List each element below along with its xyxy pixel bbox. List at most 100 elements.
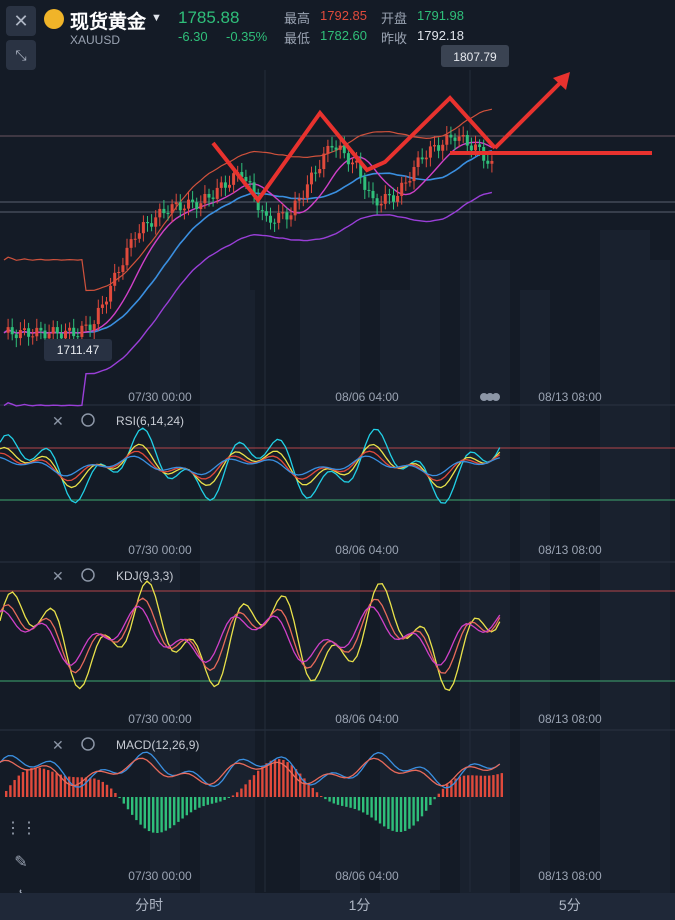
macd-bar [93,778,96,797]
kdj-j-line [0,580,501,692]
macd-bar [244,784,247,797]
prev-close-label: 昨收 [381,31,408,46]
candle-body [240,172,244,177]
candle-body [338,145,342,150]
macd-bar [425,797,428,811]
kdj-k-line [0,597,501,674]
macd-bar [17,775,20,797]
macd-bar [261,766,264,797]
tab-1min[interactable]: 1分 [348,897,371,913]
close-button[interactable]: ✕ [6,6,36,36]
candle-body [351,162,354,165]
macd-bar [156,797,159,834]
macd-bar [248,779,251,797]
candle-body [219,182,223,188]
low-label: 最低 [284,31,311,46]
candle-body [96,307,100,325]
candle-body [18,329,22,339]
macd-bar [462,775,466,797]
macd-bar [84,777,88,797]
candle-body [359,160,363,177]
candle-body [88,324,92,331]
candle-body [428,146,432,158]
candle-body [150,223,154,227]
draw-tool-button[interactable]: ✎ [6,847,36,877]
macd-bar [139,797,142,825]
scroll-dot [486,393,494,401]
time-label: 07/30 00:00 [128,712,192,726]
candle-body [437,145,441,151]
candle-body [465,134,469,146]
macd-bar [97,779,100,797]
candle-body [441,144,445,151]
candle-body [412,167,416,182]
macd-bar [215,797,218,803]
macd-bar [336,797,340,805]
high-marker-box [441,45,509,67]
candle-body [252,182,256,197]
macd-bar [290,765,293,797]
candle-body [55,327,59,334]
symbol-name[interactable]: 现货黄金 [70,12,147,33]
macd-bar [378,797,382,824]
candle-body [445,134,449,145]
candle-body [363,176,367,190]
macd-bar [391,797,394,831]
candle-body [162,208,166,214]
macd-bar [252,775,256,797]
collapse-button[interactable]: ⤡ [6,40,36,70]
macd-bar [189,797,193,813]
candle-body [80,325,84,337]
macd-bar [265,763,268,797]
macd-bar [173,797,176,826]
rsi-slow-line [0,450,501,482]
candle-body [461,134,465,137]
candle-body [174,202,178,205]
candle-body [293,200,297,216]
candle-body [269,215,272,223]
candle-body [457,136,461,141]
rsi-fast-line [0,427,501,504]
low-marker-box [44,339,112,361]
macd-bar [500,773,503,797]
bubble-button[interactable]: ⋮⋮ [5,813,37,843]
high-value: 1792.85 [320,8,367,23]
tab-timeshare[interactable]: 分时 [135,897,164,913]
scroll-dot [492,393,500,401]
macd-label: MACD(12,26,9) [116,738,199,752]
time-label: 07/30 00:00 [128,543,192,557]
close-icon: ✕ [52,413,64,429]
bg-building [640,260,670,895]
candle-body [14,334,18,339]
macd-bar [311,787,314,797]
time-label: 08/13 08:00 [538,869,602,883]
macd-bar [185,797,188,816]
candle-body [215,187,219,199]
macd-bar [467,775,470,797]
macd-bar [433,797,436,800]
high-marker: 1807.79 [453,50,497,64]
time-label: 08/13 08:00 [538,712,602,726]
candle-body [310,172,313,185]
bubble-icon: ⋮⋮ [5,820,37,837]
macd-bar [324,797,327,800]
candle-body [10,327,14,335]
candle-body [285,212,289,220]
candle-body [244,176,248,182]
macd-bar [479,775,482,797]
price-chart[interactable]: 1807.79 1711.47 07/30 00:00 08/06 04:00 08/1… [0,0,675,895]
tab-5min[interactable]: 5分 [558,897,581,913]
candle-body [203,193,207,204]
candle-body [228,184,231,188]
macd-bar [210,797,214,804]
candle-body [211,197,215,199]
candle-body [100,304,104,308]
dropdown-caret-icon[interactable]: ▼ [151,12,162,24]
macd-bar [160,797,163,833]
macd-bar [282,760,285,797]
candle-body [109,285,113,302]
candle-body [199,203,203,210]
macd-bar [366,797,369,815]
candle-body [113,272,117,286]
candle-body [355,160,359,163]
